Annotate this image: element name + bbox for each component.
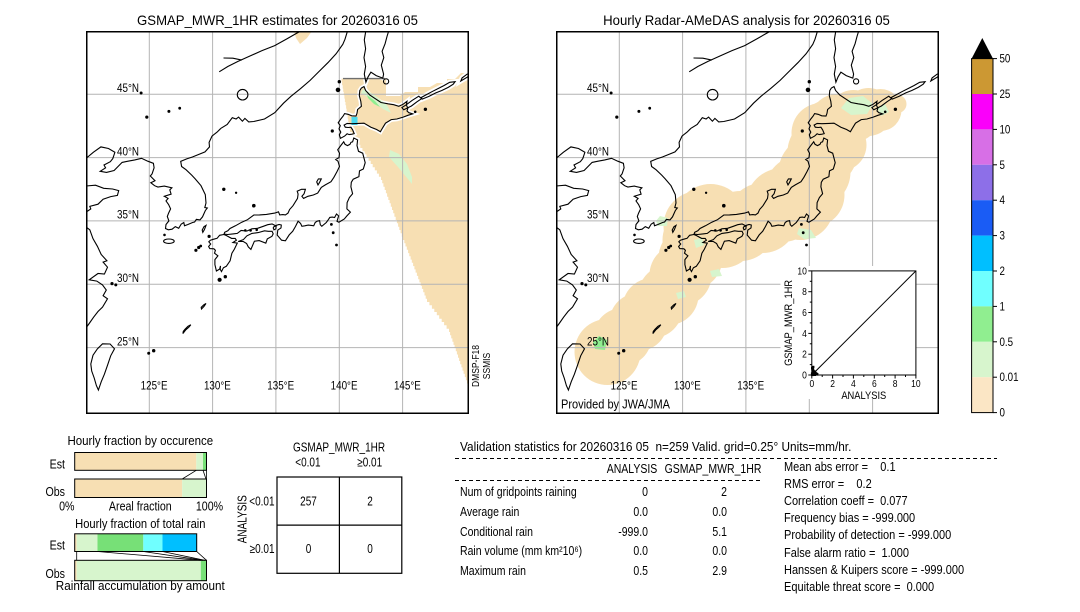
svg-text:Hourly fraction by occurence: Hourly fraction by occurence	[67, 434, 213, 449]
svg-text:125°E: 125°E	[141, 380, 168, 393]
svg-text:25°N: 25°N	[587, 336, 609, 349]
svg-text:40°N: 40°N	[117, 146, 139, 159]
svg-text:0: 0	[809, 378, 814, 389]
svg-text:≥0.01: ≥0.01	[357, 456, 382, 469]
svg-text:0: 0	[306, 543, 312, 556]
svg-text:Hourly fraction of total rain: Hourly fraction of total rain	[75, 516, 205, 531]
svg-text:0: 0	[1000, 407, 1005, 420]
svg-text:125°E: 125°E	[610, 380, 637, 393]
svg-text:≥0.01: ≥0.01	[250, 543, 275, 556]
svg-text:4: 4	[1000, 195, 1005, 208]
svg-text:257: 257	[300, 496, 317, 509]
svg-text:2: 2	[802, 349, 807, 360]
svg-text:Provided by JWA/JMA: Provided by JWA/JMA	[561, 398, 670, 412]
svg-text:GSMAP_MWR_1HR: GSMAP_MWR_1HR	[783, 280, 795, 366]
svg-text:10: 10	[797, 266, 806, 277]
svg-text:30°N: 30°N	[587, 272, 609, 285]
svg-text:45°N: 45°N	[117, 82, 139, 95]
svg-text:25°N: 25°N	[117, 336, 139, 349]
svg-text:Est: Est	[50, 538, 66, 553]
svg-text:50: 50	[1000, 53, 1011, 66]
svg-text:Obs: Obs	[45, 484, 65, 499]
svg-text:0.01: 0.01	[1000, 372, 1019, 385]
svg-text:135°E: 135°E	[737, 380, 764, 393]
svg-text:135°E: 135°E	[267, 380, 294, 393]
svg-text:130°E: 130°E	[673, 380, 700, 393]
svg-text:Rainfall accumulation by amoun: Rainfall accumulation by amount	[56, 578, 226, 593]
svg-text:35°N: 35°N	[587, 209, 609, 222]
svg-text:0: 0	[802, 370, 807, 381]
svg-text:30°N: 30°N	[117, 272, 139, 285]
svg-text:6: 6	[802, 307, 807, 318]
svg-text:8: 8	[802, 287, 807, 298]
svg-text:0%: 0%	[59, 498, 75, 513]
svg-text:ANALYSIS: ANALYSIS	[841, 390, 886, 402]
svg-text:100%: 100%	[196, 498, 224, 513]
svg-text:DMSP-F18: DMSP-F18	[470, 345, 481, 387]
svg-text:10: 10	[911, 378, 920, 389]
svg-text:0.5: 0.5	[1000, 336, 1014, 349]
svg-text:8: 8	[892, 378, 897, 389]
svg-text:40°N: 40°N	[587, 146, 609, 159]
svg-text:GSMAP_MWR_1HR: GSMAP_MWR_1HR	[293, 441, 385, 454]
svg-text:<0.01: <0.01	[249, 496, 274, 509]
svg-text:Areal fraction: Areal fraction	[109, 498, 172, 513]
svg-text:130°E: 130°E	[204, 380, 231, 393]
svg-text:Est: Est	[50, 456, 66, 471]
svg-text:10: 10	[1000, 124, 1011, 137]
svg-text:SSMIS: SSMIS	[481, 353, 492, 379]
svg-text:2: 2	[1000, 265, 1005, 278]
svg-text:6: 6	[871, 378, 876, 389]
svg-text:145°E: 145°E	[394, 380, 421, 393]
svg-text:2: 2	[367, 496, 373, 509]
svg-text:45°N: 45°N	[587, 82, 609, 95]
svg-text:35°N: 35°N	[117, 209, 139, 222]
svg-text:3: 3	[1000, 230, 1005, 243]
svg-text:0: 0	[367, 543, 373, 556]
svg-text:Obs: Obs	[45, 566, 65, 581]
svg-text:<0.01: <0.01	[295, 456, 320, 469]
svg-text:25: 25	[1000, 88, 1011, 101]
svg-text:2: 2	[830, 378, 835, 389]
svg-text:4: 4	[851, 378, 856, 389]
svg-text:1: 1	[1000, 301, 1005, 314]
svg-text:5: 5	[1000, 159, 1005, 172]
svg-text:140°E: 140°E	[331, 380, 358, 393]
svg-text:4: 4	[802, 328, 807, 339]
svg-text:ANALYSIS: ANALYSIS	[237, 495, 250, 543]
